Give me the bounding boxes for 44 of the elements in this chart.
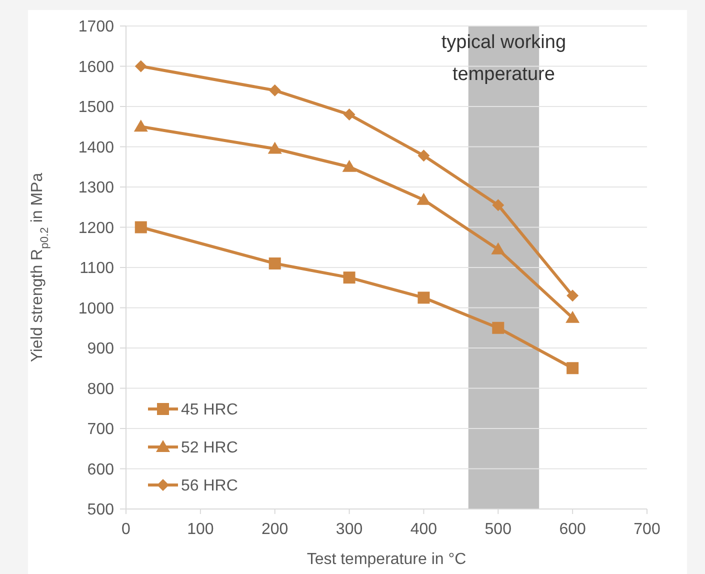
y-tick-label: 600 <box>87 461 114 478</box>
y-tick-label: 1000 <box>78 300 114 318</box>
point <box>134 60 147 72</box>
y-tick-label: 800 <box>87 380 114 398</box>
point <box>416 192 431 205</box>
y-tick-label: 700 <box>87 421 114 438</box>
y-tick-label: 1100 <box>80 260 114 278</box>
point <box>491 242 506 254</box>
x-tick-label: 200 <box>262 521 288 538</box>
point <box>343 272 356 284</box>
legend-label: 52 HRC <box>181 440 238 457</box>
point <box>268 84 281 96</box>
point <box>268 142 282 154</box>
point <box>418 150 430 162</box>
y-tick-label: 500 <box>87 502 114 519</box>
point <box>566 310 580 323</box>
legend-label: 56 HRC <box>181 478 238 495</box>
x-tick-label: 400 <box>410 521 438 538</box>
point <box>134 120 148 132</box>
y-tick-label: 900 <box>87 340 114 358</box>
point <box>268 257 281 270</box>
x-axis-title: Test temperature in °C <box>306 551 466 568</box>
y-tick-label: 1400 <box>78 139 114 156</box>
point <box>566 290 579 302</box>
point <box>492 199 504 212</box>
y-tick-label: 1500 <box>78 99 114 116</box>
x-tick-label: 300 <box>336 521 363 538</box>
legend-label: 45 HRC <box>181 402 238 419</box>
x-tick-label: 500 <box>484 521 512 538</box>
x-tick-label: 600 <box>559 521 586 538</box>
point <box>342 160 356 172</box>
x-tick-label: 700 <box>634 521 660 538</box>
y-tick-label: 1300 <box>78 180 114 197</box>
point <box>566 362 579 374</box>
y-tick-label: 1700 <box>78 18 114 36</box>
point <box>343 108 356 121</box>
point <box>418 292 430 304</box>
x-tick-label: 0 <box>122 521 131 538</box>
y-tick-label: 1600 <box>78 58 114 76</box>
x-tick-label: 100 <box>187 521 214 538</box>
point <box>492 322 504 334</box>
point <box>134 221 147 234</box>
band-label: typical working temperature <box>441 32 566 85</box>
y-tick-label: 1200 <box>78 220 114 237</box>
